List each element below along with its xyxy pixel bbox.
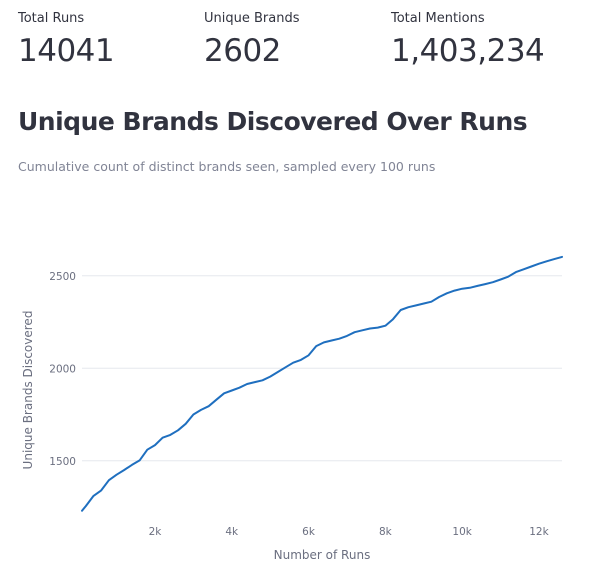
y-tick-label: 2500 <box>49 271 76 283</box>
metric-value: 14041 <box>18 33 115 69</box>
y-tick-label: 1500 <box>49 456 76 468</box>
series-line[interactable] <box>81 255 563 512</box>
metric-total-mentions: Total Mentions 1,403,234 <box>391 10 545 71</box>
metric-label: Total Mentions <box>391 11 485 26</box>
metric-label: Unique Brands <box>204 11 300 26</box>
metric-label: Total Runs <box>18 11 85 26</box>
metric-value: 2602 <box>204 33 281 69</box>
x-tick-label: 12k <box>529 526 549 538</box>
series-layer <box>81 255 563 512</box>
x-tick-label: 2k <box>149 526 163 538</box>
x-tick-label: 8k <box>379 526 393 538</box>
y-axis-title: Unique Brands Discovered <box>21 311 35 470</box>
x-axis-title: Number of Runs <box>274 548 371 562</box>
y-tick-label: 2000 <box>49 363 76 375</box>
axis-layer: 1500 2000 2500 2k 4k 6k 8k 10k 12k <box>49 271 549 538</box>
x-tick-label: 10k <box>452 526 472 538</box>
x-tick-label: 4k <box>225 526 239 538</box>
x-tick-label: 6k <box>302 526 316 538</box>
metric-total-runs: Total Runs 14041 <box>18 10 115 71</box>
chart-subtitle: Cumulative count of distinct brands seen… <box>18 159 436 174</box>
chart-title: Unique Brands Discovered Over Runs <box>18 107 528 136</box>
grid-layer <box>82 275 562 462</box>
metric-value: 1,403,234 <box>391 33 545 69</box>
metric-unique-brands: Unique Brands 2602 <box>204 10 299 71</box>
